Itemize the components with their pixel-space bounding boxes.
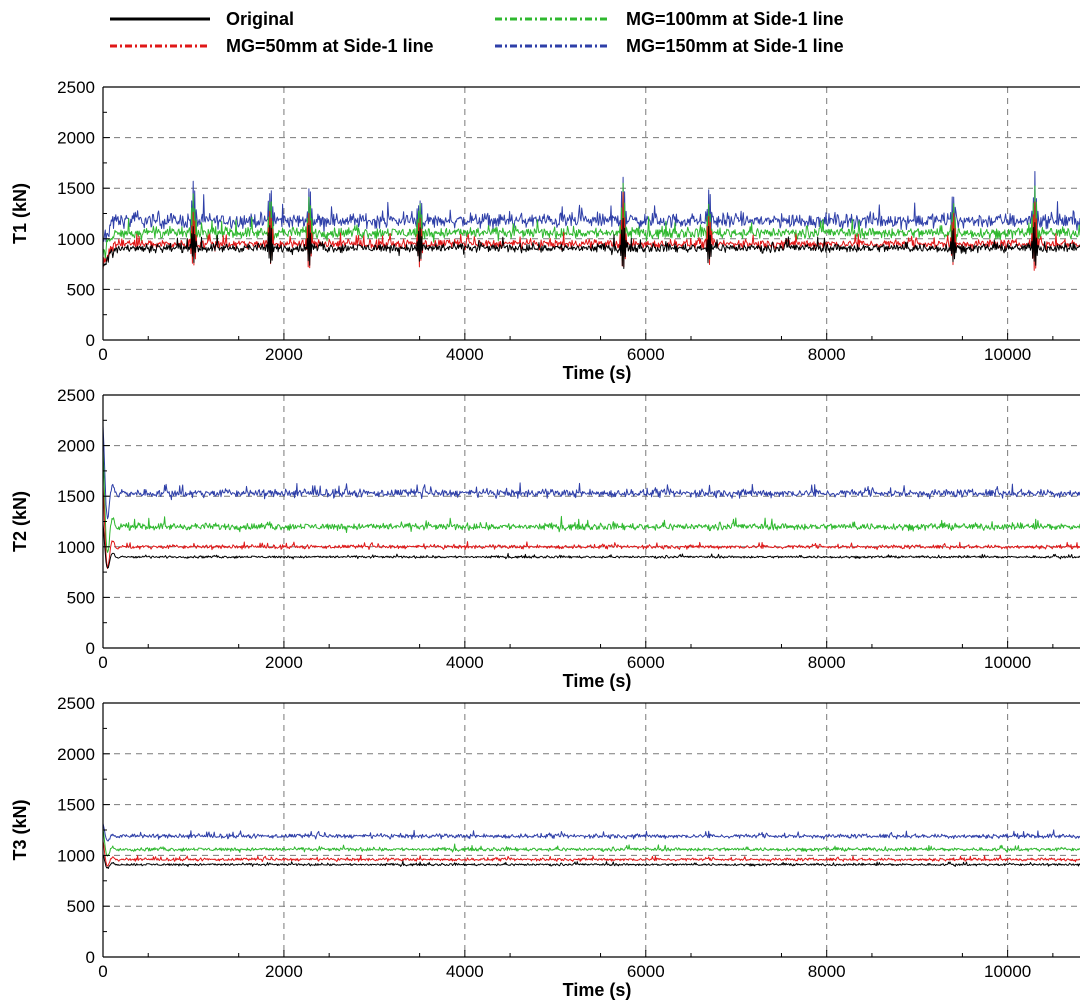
chart-panel: 0 2000 4000 6000 8000 10000 0 500 1000 1500 2000 25… — [10, 78, 1080, 383]
y-tick-label: 2500 — [57, 694, 95, 713]
x-tick-label: 8000 — [808, 345, 846, 364]
y-tick-label: 500 — [67, 897, 95, 916]
series-line — [103, 854, 1080, 869]
y-tick-label: 500 — [67, 280, 95, 299]
series-line — [103, 450, 1080, 553]
y-tick-label: 2500 — [57, 78, 95, 97]
series-line — [103, 829, 1080, 857]
y-tick-label: 1500 — [57, 796, 95, 815]
series-line — [103, 217, 1080, 269]
x-axis-title: Time (s) — [563, 671, 632, 691]
series-group — [103, 425, 1080, 569]
x-tick-label: 0 — [98, 345, 107, 364]
legend-entry: MG=50mm at Side-1 line — [110, 36, 434, 56]
legend-label: Original — [226, 9, 294, 29]
y-tick-label: 2500 — [57, 386, 95, 405]
x-tick-label: 10000 — [984, 962, 1031, 981]
y-tick-label: 500 — [67, 588, 95, 607]
x-tick-label: 0 — [98, 653, 107, 672]
y-axis-title: T2 (kN) — [10, 491, 30, 552]
x-tick-label: 4000 — [446, 345, 484, 364]
legend-label: MG=50mm at Side-1 line — [226, 36, 434, 56]
x-tick-label: 6000 — [627, 345, 665, 364]
series-line — [103, 841, 1080, 867]
chart-panel: 0 2000 4000 6000 8000 10000 0 500 1000 1500 2000 25… — [10, 694, 1080, 1000]
x-tick-label: 2000 — [265, 962, 303, 981]
x-tick-label: 6000 — [627, 653, 665, 672]
series-group — [103, 823, 1080, 869]
y-tick-label: 0 — [86, 331, 95, 350]
y-tick-label: 1000 — [57, 230, 95, 249]
x-tick-label: 10000 — [984, 345, 1031, 364]
x-tick-label: 6000 — [627, 962, 665, 981]
x-tick-label: 10000 — [984, 653, 1031, 672]
series-line — [103, 191, 1080, 271]
series-line — [103, 425, 1080, 520]
series-line — [103, 182, 1080, 262]
y-tick-label: 1500 — [57, 179, 95, 198]
y-tick-label: 0 — [86, 639, 95, 658]
x-tick-label: 0 — [98, 962, 107, 981]
legend-label: MG=100mm at Side-1 line — [626, 9, 844, 29]
y-tick-label: 1000 — [57, 846, 95, 865]
series-group — [103, 171, 1080, 271]
y-tick-label: 2000 — [57, 745, 95, 764]
x-tick-label: 8000 — [808, 962, 846, 981]
x-tick-label: 4000 — [446, 962, 484, 981]
y-tick-label: 1500 — [57, 487, 95, 506]
series-line — [103, 171, 1080, 254]
legend-entry: MG=100mm at Side-1 line — [495, 9, 844, 29]
y-tick-label: 1000 — [57, 538, 95, 557]
x-axis-title: Time (s) — [563, 980, 632, 1000]
series-line — [103, 486, 1080, 569]
x-tick-label: 2000 — [265, 345, 303, 364]
x-axis-title: Time (s) — [563, 363, 632, 383]
legend-entry: Original — [110, 9, 294, 29]
x-tick-label: 8000 — [808, 653, 846, 672]
series-line — [103, 523, 1080, 569]
legend: Original MG=50mm at Side-1 line MG=100mm a… — [110, 9, 844, 56]
y-tick-label: 2000 — [57, 437, 95, 456]
y-axis-title: T3 (kN) — [10, 799, 30, 860]
chart-panel: 0 2000 4000 6000 8000 10000 0 500 1000 1500 2000 25… — [10, 386, 1080, 691]
legend-entry: MG=150mm at Side-1 line — [495, 36, 844, 56]
series-line — [103, 823, 1080, 842]
y-axis-title: T1 (kN) — [10, 183, 30, 244]
panels: 0 2000 4000 6000 8000 10000050010001500200025… — [10, 78, 1080, 1000]
y-tick-label: 0 — [86, 948, 95, 967]
legend-label: MG=150mm at Side-1 line — [626, 36, 844, 56]
x-tick-label: 4000 — [446, 653, 484, 672]
y-tick-label: 2000 — [57, 129, 95, 148]
x-tick-label: 2000 — [265, 653, 303, 672]
